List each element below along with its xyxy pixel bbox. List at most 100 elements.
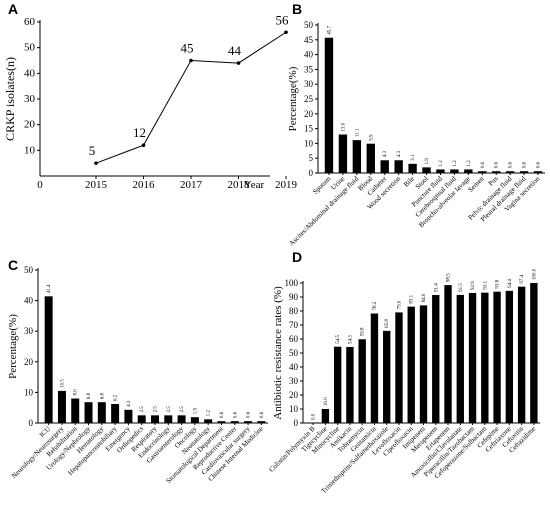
point (284, 30, 288, 35)
x-tick-label: 2019 (275, 179, 298, 191)
bar (338, 134, 348, 173)
y-axis-title: CRKP isolates(n) (3, 57, 17, 141)
bar (481, 292, 489, 423)
point (141, 143, 146, 147)
y-tick-label: 0 (309, 168, 314, 178)
y-tick-label: 10 (289, 404, 299, 414)
y-tick-label: 50 (24, 42, 36, 54)
y-tick-label: 30 (24, 93, 36, 105)
y-axis-title: Antibiotic resistance rates (%) (272, 286, 284, 420)
data-label: 0.6 (220, 411, 225, 418)
data-label: 12 (133, 125, 146, 140)
x-origin-label: 0 (37, 179, 43, 191)
y-tick-label: 40 (24, 296, 34, 306)
point (94, 161, 98, 165)
bar (204, 419, 213, 423)
bar (358, 339, 366, 423)
y-tick-label: 20 (24, 119, 36, 131)
bar (324, 37, 334, 174)
x-axis-title: Year (244, 179, 265, 191)
data-label: 4.3 (397, 151, 402, 158)
y-tick-label: 20 (304, 109, 314, 119)
data-label: 0.6 (509, 161, 514, 168)
y-tick-label: 90 (289, 292, 299, 302)
bar (57, 390, 66, 423)
panel-label: A (8, 1, 18, 17)
data-label: 4.3 (383, 151, 388, 158)
data-label: 3.1 (411, 154, 416, 161)
y-tick-label: 5 (309, 153, 314, 163)
data-label: 56 (276, 12, 290, 27)
data-label: 2.5 (167, 406, 172, 413)
bar (432, 295, 440, 423)
data-label: 6.8 (87, 392, 92, 399)
data-label: 78.2 (373, 301, 378, 310)
bar (244, 421, 253, 423)
bar (394, 160, 403, 173)
data-label: 2.5 (154, 406, 159, 413)
y-tick-label: 60 (289, 334, 299, 344)
bar (346, 346, 354, 423)
bar (419, 305, 428, 423)
panel-label: B (292, 1, 302, 17)
bar (422, 167, 431, 173)
y-tick-label: 100 (285, 278, 299, 288)
data-label: 0.6 (233, 411, 238, 418)
data-label: 0.6 (523, 161, 528, 168)
bar (505, 290, 514, 423)
y-tick-label: 50 (304, 20, 314, 30)
y-tick-label: 30 (24, 326, 34, 336)
y-tick-label: 10 (304, 138, 314, 148)
y-axis-title: Percentage(%) (287, 66, 299, 131)
y-tick-label: 40 (304, 50, 314, 60)
y-tick-label: 35 (304, 64, 314, 74)
data-label: 2.5 (140, 406, 145, 413)
data-label: 1.9 (193, 407, 198, 414)
bar (84, 402, 93, 423)
data-label: 1.9 (425, 158, 430, 165)
data-label: 6.8 (100, 392, 105, 399)
y-tick-label: 60 (24, 16, 36, 28)
bar (533, 171, 543, 173)
data-label: 94.4 (508, 279, 513, 288)
data-label: 54.5 (336, 334, 341, 343)
data-label: 0.0 (312, 413, 317, 420)
point (189, 58, 193, 63)
data-label: 92.9 (471, 281, 476, 290)
data-label: 9.9 (369, 134, 374, 141)
y-tick-label: 0 (29, 418, 34, 428)
bar (436, 169, 445, 173)
data-label: 45.7 (327, 25, 332, 34)
bar (44, 296, 53, 423)
data-label: 4.3 (127, 400, 132, 407)
bar (151, 415, 159, 423)
data-label: 10.5 (60, 379, 65, 388)
data-label: 0.6 (495, 161, 500, 168)
bar (395, 312, 403, 423)
y-tick-label: 80 (289, 306, 299, 316)
bar (456, 294, 464, 423)
y-tick-label: 30 (304, 79, 314, 89)
x-tick-label: 2015 (85, 179, 108, 191)
data-label: 2.5 (180, 406, 185, 413)
data-label: 11.1 (355, 128, 360, 137)
data-label: 59.8 (361, 327, 366, 336)
y-tick-label: 25 (304, 94, 314, 104)
bar (257, 421, 266, 423)
data-label: 91.5 (459, 283, 464, 292)
data-label: 1.2 (453, 160, 458, 167)
bar (124, 409, 133, 423)
y-tick-label: 40 (289, 362, 299, 372)
data-label: 98.5 (447, 273, 452, 282)
x-tick-label: 2016 (133, 179, 156, 191)
bar (380, 160, 389, 173)
data-label: 45 (181, 41, 194, 56)
data-label: 5 (89, 143, 96, 158)
data-label: 41.4 (47, 284, 52, 293)
data-label: 93.8 (496, 279, 501, 288)
bar (352, 140, 362, 173)
data-label: 65.8 (385, 319, 390, 328)
panel-label: C (8, 257, 18, 273)
